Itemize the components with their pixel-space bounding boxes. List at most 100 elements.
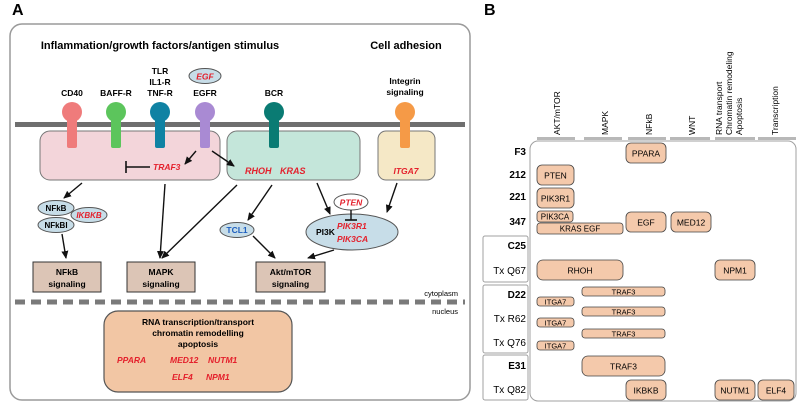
svg-text:TRAF3: TRAF3: [612, 330, 636, 339]
row-212: 212: [509, 170, 526, 181]
nfkb-oval: [37, 200, 75, 216]
gene-pik3ca: PIK3CA: [337, 234, 368, 244]
svg-text:PTEN: PTEN: [544, 171, 567, 181]
row-group-c25: [482, 235, 529, 283]
svg-text:PIK3R1: PIK3R1: [541, 194, 571, 204]
cell-212-pten: PTEN: [536, 164, 575, 186]
column-header-bars: [537, 137, 796, 140]
cell-txq82-nutm1: NUTM1: [714, 379, 756, 401]
akt-signaling-box: [255, 261, 326, 293]
column-chromatin-remodeling: Chromatin remodeling: [724, 51, 734, 135]
gene-pik3r1: PIK3R1: [337, 221, 367, 231]
svg-text:ITGA7: ITGA7: [545, 342, 567, 351]
gene-itga7: ITGA7: [393, 166, 419, 176]
svg-text:EGF: EGF: [637, 218, 654, 228]
cell-e31-traf3: TRAF3: [581, 355, 666, 377]
label-integrin-signaling: signaling: [386, 87, 423, 97]
cell-347-pik3ca: PIK3CA: [536, 210, 574, 223]
row-tx-q76: Tx Q76: [493, 338, 526, 349]
gene-kras: KRAS: [280, 166, 306, 176]
mapk-signaling-box: [126, 261, 196, 293]
row-group-e31: [482, 354, 529, 401]
cell-d22-itga7: ITGA7: [536, 296, 575, 307]
label-nfkb: NFkB: [46, 204, 67, 213]
svg-text:TRAF3: TRAF3: [612, 308, 636, 317]
column-nfkb: NFkB: [644, 113, 654, 135]
row-c25: C25: [508, 241, 527, 252]
cell-txq82-ikbkb: IKBKB: [625, 379, 667, 401]
svg-text:ITGA7: ITGA7: [545, 298, 567, 307]
cell-f3-ppara: PPARA: [625, 142, 667, 164]
cell-221-pik3r1: PIK3R1: [536, 187, 575, 209]
gene-npm1: NPM1: [206, 372, 230, 382]
gene-nutm1: NUTM1: [208, 355, 238, 365]
gene-pten: PTEN: [340, 198, 364, 208]
svg-text:ITGA7: ITGA7: [545, 319, 567, 328]
row-tx-q82: Tx Q82: [493, 385, 526, 396]
receptor-tlr: [150, 102, 170, 148]
nucleus-box: [103, 310, 293, 393]
cell-txq76-itga7: ITGA7: [536, 340, 575, 351]
receptor-cd40: [62, 102, 82, 148]
header-adhesion: Cell adhesion: [370, 40, 442, 52]
cell-txq82-elf4: ELF4: [757, 379, 795, 401]
svg-text:TRAF3: TRAF3: [612, 288, 636, 297]
cell-membrane: [15, 122, 465, 127]
mapk-signaling-line2: signaling: [142, 279, 179, 289]
column-apoptosis: Apoptosis: [734, 98, 744, 135]
svg-text:PIK3CA: PIK3CA: [541, 213, 570, 222]
receptor-integrin: [395, 102, 415, 148]
bcr-box: [226, 130, 361, 181]
header-main: Inflammation/growth factors/antigen stim…: [41, 40, 279, 52]
svg-text:ELF4: ELF4: [766, 386, 787, 396]
gene-ppara: PPARA: [117, 355, 146, 365]
cell-347-kras-egf: KRAS EGF: [536, 222, 624, 235]
cell-txq76-traf3: TRAF3: [581, 328, 666, 339]
cell-txr62-itga7: ITGA7: [536, 317, 575, 328]
tcl1-oval: [219, 222, 255, 238]
gene-rhoh: RHOH: [245, 166, 272, 176]
column-akt-mtor: AKT/mTOR: [552, 91, 562, 135]
gene-tcl1: TCL1: [226, 225, 248, 235]
column-mapk: MAPK: [600, 111, 610, 135]
panel-a-label: A: [12, 2, 24, 19]
cell-txr62-traf3: TRAF3: [581, 306, 666, 317]
label-cd40: CD40: [61, 88, 83, 98]
row-group-d22: [482, 284, 529, 354]
mapk-signaling-line1: MAPK: [148, 267, 174, 277]
traf3-box: [39, 130, 221, 181]
gene-traf3: TRAF3: [153, 162, 181, 172]
label-nfkbi: NFkBI: [44, 221, 67, 230]
svg-text:KRAS EGF: KRAS EGF: [560, 225, 601, 234]
svg-text:NUTM1: NUTM1: [720, 386, 750, 396]
cell-d22-traf3: TRAF3: [581, 286, 666, 297]
nfkbi-oval: [37, 217, 75, 233]
akt-signaling-line1: Akt/mTOR: [270, 267, 311, 277]
label-pi3k: PI3K: [316, 227, 336, 237]
label-baffr: BAFF-R: [100, 88, 132, 98]
nucleus-title-line2: chromatin remodelling: [152, 328, 244, 338]
svg-text:TRAF3: TRAF3: [610, 362, 637, 372]
svg-text:PPARA: PPARA: [632, 149, 661, 159]
row-221: 221: [509, 192, 526, 203]
nfkb-signaling-box: [32, 261, 102, 293]
row-347: 347: [509, 217, 526, 228]
column-wnt: WNT: [687, 116, 697, 135]
row-d22: D22: [508, 290, 527, 301]
column-rna-transport: RNA transport: [714, 81, 724, 135]
cell-txq67-rhoh: RHOH: [536, 259, 624, 281]
akt-signaling-line2: signaling: [272, 279, 309, 289]
cell-347-egf: EGF: [625, 211, 667, 233]
cell-347-med12: MED12: [670, 211, 712, 233]
nucleus-title-line1: RNA transcription/transport: [142, 317, 254, 327]
gene-elf4: ELF4: [172, 372, 193, 382]
receptor-bcr: [264, 102, 284, 148]
nucleus-title-line3: apoptosis: [178, 339, 218, 349]
panel-b-label: B: [484, 2, 496, 19]
nfkb-signaling-line1: NFkB: [56, 267, 78, 277]
receptor-baffr: [106, 102, 126, 148]
egf-oval: [188, 68, 222, 84]
gene-med12: MED12: [170, 355, 199, 365]
receptor-egfr: [195, 102, 215, 148]
